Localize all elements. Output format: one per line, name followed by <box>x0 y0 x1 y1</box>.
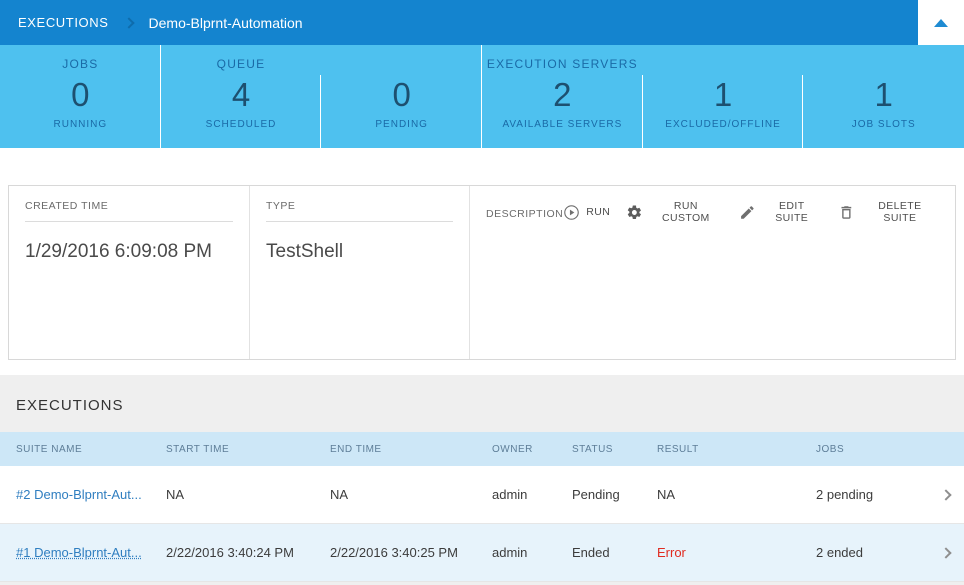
created-time-label: CREATED TIME <box>25 200 233 222</box>
stat-label: JOB SLOTS <box>851 119 916 130</box>
stat-queue-scheduled: QUEUE 4 SCHEDULED <box>161 45 322 148</box>
breadcrumb: EXECUTIONS Demo-Blprnt-Automation <box>0 0 918 45</box>
type-block: TYPE TestShell <box>249 186 469 359</box>
stat-group-label: QUEUE <box>216 57 266 71</box>
stat-value: 4 <box>231 76 251 113</box>
executions-section-title: EXECUTIONS <box>16 397 124 414</box>
stat-label: RUNNING <box>53 119 108 130</box>
table-row[interactable]: #1 Demo-Blprnt-Aut... 2/22/2016 3:40:24 … <box>0 524 964 582</box>
col-header-owner: OWNER <box>492 443 533 455</box>
type-value: TestShell <box>266 241 344 262</box>
chevron-up-icon <box>934 18 948 27</box>
stats-bar: JOBS 0 RUNNING QUEUE 4 SCHEDULED 0 PENDI… <box>0 45 964 148</box>
suite-link[interactable]: #2 Demo-Blprnt-Aut... <box>16 487 142 502</box>
cell-end-time: NA <box>330 487 349 502</box>
col-header-jobs: JOBS <box>816 443 845 455</box>
chevron-right-icon[interactable] <box>940 546 952 559</box>
executions-section: EXECUTIONS SUITE NAME START TIME END TIM… <box>0 375 964 585</box>
created-time-value: 1/29/2016 6:09:08 PM <box>25 241 212 262</box>
pencil-icon <box>740 205 754 219</box>
created-time-block: CREATED TIME 1/29/2016 6:09:08 PM <box>9 186 249 359</box>
cell-owner: admin <box>492 487 528 502</box>
stat-group-label: JOBS <box>62 57 99 71</box>
play-icon <box>564 204 580 220</box>
description-label: DESCRIPTION <box>486 208 564 220</box>
stat-value: 0 <box>392 76 411 113</box>
gear-icon <box>628 205 642 219</box>
chevron-right-icon <box>122 16 135 29</box>
stat-label: AVAILABLE SERVERS <box>502 119 623 130</box>
edit-suite-button-label: EDIT SUITE <box>775 200 809 224</box>
breadcrumb-executions[interactable]: EXECUTIONS <box>18 15 109 30</box>
col-header-suite-name: SUITE NAME <box>16 443 83 455</box>
col-header-result: RESULT <box>657 443 699 455</box>
cell-owner: admin <box>492 545 528 560</box>
stat-servers-job-slots: 1 JOB SLOTS <box>803 45 964 148</box>
cell-jobs: 2 pending <box>816 487 874 502</box>
cell-result: Error <box>657 545 686 560</box>
type-label: TYPE <box>266 200 453 222</box>
suite-details-section: CREATED TIME 1/29/2016 6:09:08 PM TYPE T… <box>0 148 964 375</box>
table-row[interactable]: #2 Demo-Blprnt-Aut... NA NA admin Pendin… <box>0 466 964 524</box>
run-button[interactable]: RUN <box>563 198 610 227</box>
stat-value: 0 <box>71 76 90 113</box>
stat-servers-available: EXECUTION SERVERS 2 AVAILABLE SERVERS <box>482 45 643 148</box>
top-bar: EXECUTIONS Demo-Blprnt-Automation <box>0 0 964 45</box>
stat-group-label <box>643 57 804 75</box>
stat-label: EXCLUDED/OFFLINE <box>665 119 781 130</box>
delete-suite-button[interactable]: DELETE SUITE <box>838 194 939 230</box>
cell-result: NA <box>657 487 676 502</box>
stat-value: 1 <box>713 76 733 113</box>
description-block: DESCRIPTION RUN <box>469 186 955 359</box>
edit-suite-button[interactable]: EDIT SUITE <box>739 194 822 230</box>
cell-end-time: 2/22/2016 3:40:25 PM <box>330 545 458 560</box>
suite-link[interactable]: #1 Demo-Blprnt-Aut... <box>16 545 142 560</box>
stat-servers-excluded: 1 EXCLUDED/OFFLINE <box>643 45 804 148</box>
col-header-status: STATUS <box>572 443 613 455</box>
cell-status: Pending <box>572 487 620 502</box>
trash-icon <box>841 205 852 219</box>
stat-group-label <box>803 57 964 75</box>
delete-suite-button-label: DELETE SUITE <box>878 200 922 224</box>
table-header-row: SUITE NAME START TIME END TIME OWNER STA… <box>0 432 964 466</box>
stat-queue-pending: 0 PENDING <box>321 45 482 148</box>
collapse-panel-button[interactable] <box>918 0 964 45</box>
run-custom-button[interactable]: RUN CUSTOM <box>626 194 723 230</box>
stat-value: 2 <box>553 76 572 113</box>
cell-status: Ended <box>572 545 610 560</box>
stat-group-label <box>321 57 482 75</box>
stat-jobs-running: JOBS 0 RUNNING <box>0 45 161 148</box>
breadcrumb-current-suite: Demo-Blprnt-Automation <box>148 14 303 31</box>
stat-group-label: EXECUTION SERVERS <box>486 57 638 71</box>
stat-label: PENDING <box>375 119 428 130</box>
cell-start-time: NA <box>166 487 185 502</box>
stat-label: SCHEDULED <box>205 119 277 130</box>
col-header-end-time: END TIME <box>330 443 382 455</box>
run-button-label: RUN <box>586 206 611 218</box>
chevron-right-icon[interactable] <box>940 488 952 501</box>
suite-details-card: CREATED TIME 1/29/2016 6:09:08 PM TYPE T… <box>8 185 956 360</box>
cell-start-time: 2/22/2016 3:40:24 PM <box>166 545 294 560</box>
executions-table: SUITE NAME START TIME END TIME OWNER STA… <box>0 432 964 582</box>
run-custom-button-label: RUN CUSTOM <box>661 200 710 224</box>
cell-jobs: 2 ended <box>816 545 863 560</box>
suite-actions: RUN RUN CUSTOM EDIT SUITE <box>563 194 939 230</box>
stat-value: 1 <box>874 76 893 113</box>
col-header-start-time: START TIME <box>166 443 230 455</box>
